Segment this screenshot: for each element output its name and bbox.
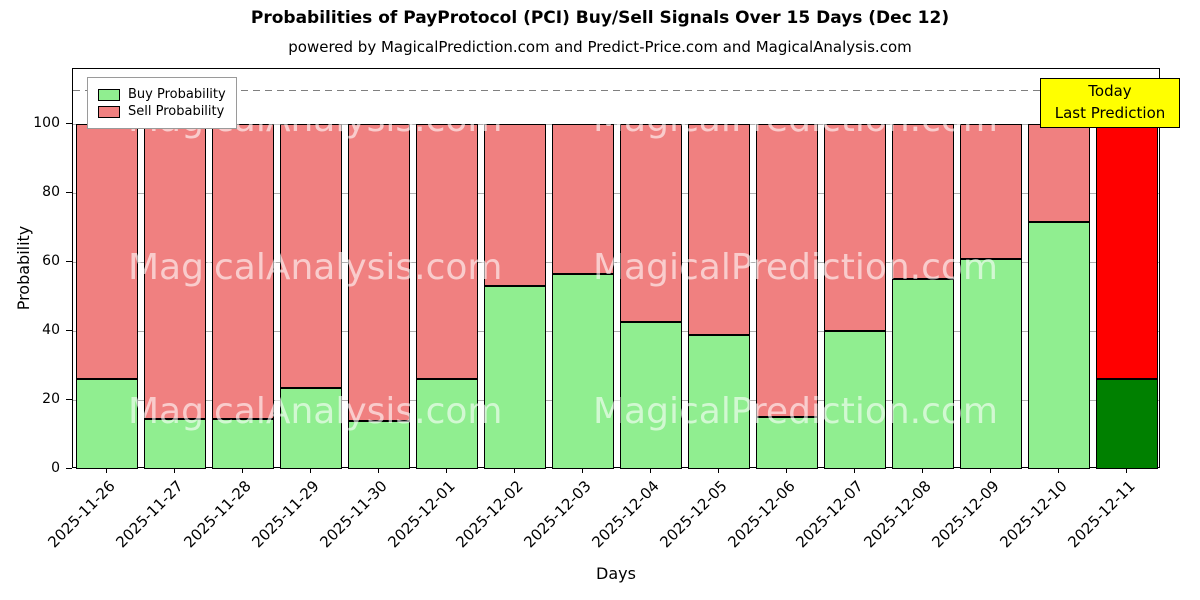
bar-2025-12-07-buy — [824, 331, 886, 469]
xtick-mark-2025-12-02 — [514, 468, 515, 473]
bar-2025-12-02-sell — [484, 124, 546, 287]
legend-item-buy: Buy Probability — [98, 87, 226, 102]
xtick-mark-2025-12-03 — [582, 468, 583, 473]
bar-2025-11-26-buy — [76, 379, 138, 469]
gridline-40 — [73, 331, 1159, 333]
annotation-line-1: Today — [1088, 82, 1132, 100]
gridline-20 — [73, 400, 1159, 402]
chart-title: Probabilities of PayProtocol (PCI) Buy/S… — [250, 8, 950, 28]
bar-2025-11-26-sell — [76, 124, 138, 380]
xtick-mark-2025-11-30 — [378, 468, 379, 473]
bar-2025-12-01-sell — [416, 124, 478, 380]
xtick-mark-2025-12-11 — [1126, 468, 1127, 473]
xtick-mark-2025-11-29 — [310, 468, 311, 473]
bar-2025-12-11-buy — [1096, 379, 1158, 469]
bar-2025-11-28-sell — [212, 124, 274, 419]
bar-2025-12-05-sell — [688, 124, 750, 335]
bar-2025-12-06-buy — [756, 417, 818, 469]
legend-item-sell: Sell Probability — [98, 104, 226, 119]
ytick-mark-40 — [66, 330, 72, 332]
plot-area: Buy Probability Sell Probability Magical… — [72, 68, 1160, 469]
bar-2025-12-10-sell — [1028, 124, 1090, 223]
annotation-line-2: Last Prediction — [1054, 103, 1166, 122]
buy-probability-swatch — [98, 88, 120, 101]
today-annotation: Today Last Prediction — [1040, 78, 1180, 128]
xtick-mark-2025-12-07 — [854, 468, 855, 473]
gridline-60 — [73, 262, 1159, 264]
ytick-mark-80 — [66, 192, 72, 194]
bar-2025-12-10-buy — [1028, 222, 1090, 469]
xtick-mark-2025-11-28 — [242, 468, 243, 473]
bar-2025-12-05-buy — [688, 334, 750, 469]
xtick-mark-2025-11-27 — [174, 468, 175, 473]
legend-sell-label: Sell Probability — [128, 104, 225, 119]
ytick-mark-100 — [66, 123, 72, 125]
chart-subtitle: powered by MagicalPrediction.com and Pre… — [288, 38, 912, 56]
legend: Buy Probability Sell Probability — [87, 77, 237, 129]
bar-2025-12-08-buy — [892, 279, 954, 469]
bar-2025-12-02-buy — [484, 286, 546, 469]
ytick-label-20: 20 — [42, 391, 60, 408]
xtick-mark-2025-12-08 — [922, 468, 923, 473]
bar-2025-12-06-sell — [756, 124, 818, 418]
ytick-label-40: 40 — [42, 322, 60, 339]
bar-2025-12-01-buy — [416, 379, 478, 469]
bar-2025-11-29-buy — [280, 387, 342, 469]
gridline-100 — [73, 124, 1159, 126]
sell-probability-swatch — [98, 105, 120, 118]
bar-2025-12-04-buy — [620, 322, 682, 469]
xtick-mark-2025-12-05 — [718, 468, 719, 473]
bar-2025-12-08-sell — [892, 124, 954, 280]
bar-2025-12-03-sell — [552, 124, 614, 275]
ytick-mark-60 — [66, 261, 72, 263]
bar-2025-12-09-buy — [960, 258, 1022, 469]
bar-2025-11-27-sell — [144, 124, 206, 419]
bar-2025-11-29-sell — [280, 124, 342, 388]
xtick-mark-2025-12-09 — [990, 468, 991, 473]
bar-2025-11-30-buy — [348, 420, 410, 469]
xtick-mark-2025-12-04 — [650, 468, 651, 473]
bar-2025-12-09-sell — [960, 124, 1022, 259]
xtick-mark-2025-11-26 — [106, 468, 107, 473]
legend-buy-label: Buy Probability — [128, 87, 226, 102]
bar-2025-11-28-buy — [212, 419, 274, 469]
bar-2025-11-30-sell — [348, 124, 410, 421]
ytick-mark-20 — [66, 399, 72, 401]
bar-2025-12-04-sell — [620, 124, 682, 323]
dashed-reference-line — [73, 89, 1159, 91]
bar-2025-12-03-buy — [552, 274, 614, 469]
bar-2025-12-11-sell — [1096, 124, 1158, 380]
xtick-mark-2025-12-10 — [1058, 468, 1059, 473]
gridline-80 — [73, 193, 1159, 195]
ytick-label-0: 0 — [51, 460, 60, 476]
ytick-label-100: 100 — [33, 115, 60, 132]
ytick-mark-0 — [66, 468, 72, 469]
bar-2025-11-27-buy — [144, 419, 206, 469]
x-axis-label: Days — [596, 564, 636, 583]
xtick-mark-2025-12-06 — [786, 468, 787, 473]
ytick-label-80: 80 — [42, 184, 60, 201]
bar-2025-12-07-sell — [824, 124, 886, 332]
ytick-label-60: 60 — [42, 253, 60, 270]
xtick-mark-2025-12-01 — [446, 468, 447, 473]
